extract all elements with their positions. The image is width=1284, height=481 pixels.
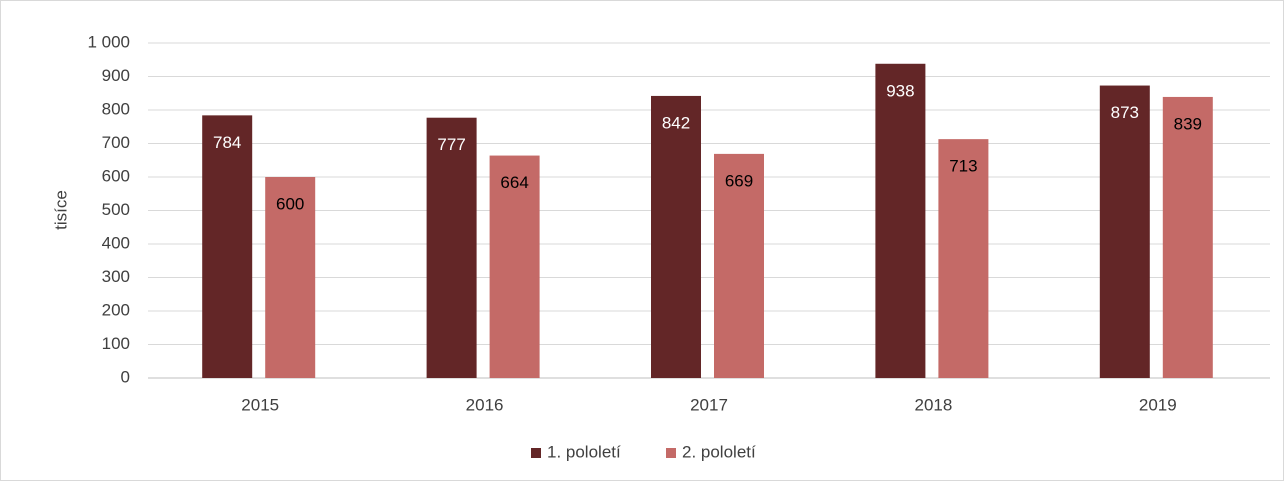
data-label: 669	[725, 171, 753, 190]
y-tick-label: 700	[102, 133, 130, 152]
legend-label: 2. pololetí	[682, 442, 756, 461]
data-label: 777	[437, 135, 465, 154]
y-axis-label: tisíce	[51, 190, 70, 230]
y-tick-label: 1 000	[87, 32, 130, 51]
y-tick-label: 600	[102, 166, 130, 185]
x-tick-label: 2015	[241, 395, 279, 414]
legend-label: 1. pololetí	[547, 442, 621, 461]
data-label: 873	[1111, 103, 1139, 122]
x-tick-label: 2016	[466, 395, 504, 414]
data-label: 842	[662, 113, 690, 132]
bar	[489, 155, 540, 378]
data-label: 784	[213, 133, 241, 152]
bar	[202, 115, 253, 379]
y-tick-label: 500	[102, 200, 130, 219]
x-tick-label: 2017	[690, 395, 728, 414]
bar	[1162, 96, 1213, 378]
legend-swatch	[531, 448, 541, 458]
bar	[938, 139, 989, 378]
bar	[1099, 85, 1150, 379]
bar	[875, 63, 926, 379]
y-tick-label: 100	[102, 334, 130, 353]
y-tick-label: 0	[121, 367, 130, 386]
y-tick-label: 400	[102, 233, 130, 252]
bar	[265, 177, 316, 378]
data-label: 839	[1174, 114, 1202, 133]
y-tick-label: 900	[102, 66, 130, 85]
x-tick-label: 2019	[1139, 395, 1177, 414]
bar	[651, 95, 701, 379]
data-label: 938	[886, 81, 914, 100]
legend-swatch	[666, 448, 676, 458]
y-tick-label: 800	[102, 99, 130, 118]
y-tick-label: 200	[102, 300, 130, 319]
x-tick-label: 2018	[914, 395, 952, 414]
data-label: 664	[500, 173, 528, 192]
bar	[714, 153, 764, 378]
bar	[426, 117, 477, 378]
y-tick-label: 300	[102, 267, 130, 286]
data-label: 713	[949, 157, 977, 176]
data-label: 600	[276, 194, 304, 213]
